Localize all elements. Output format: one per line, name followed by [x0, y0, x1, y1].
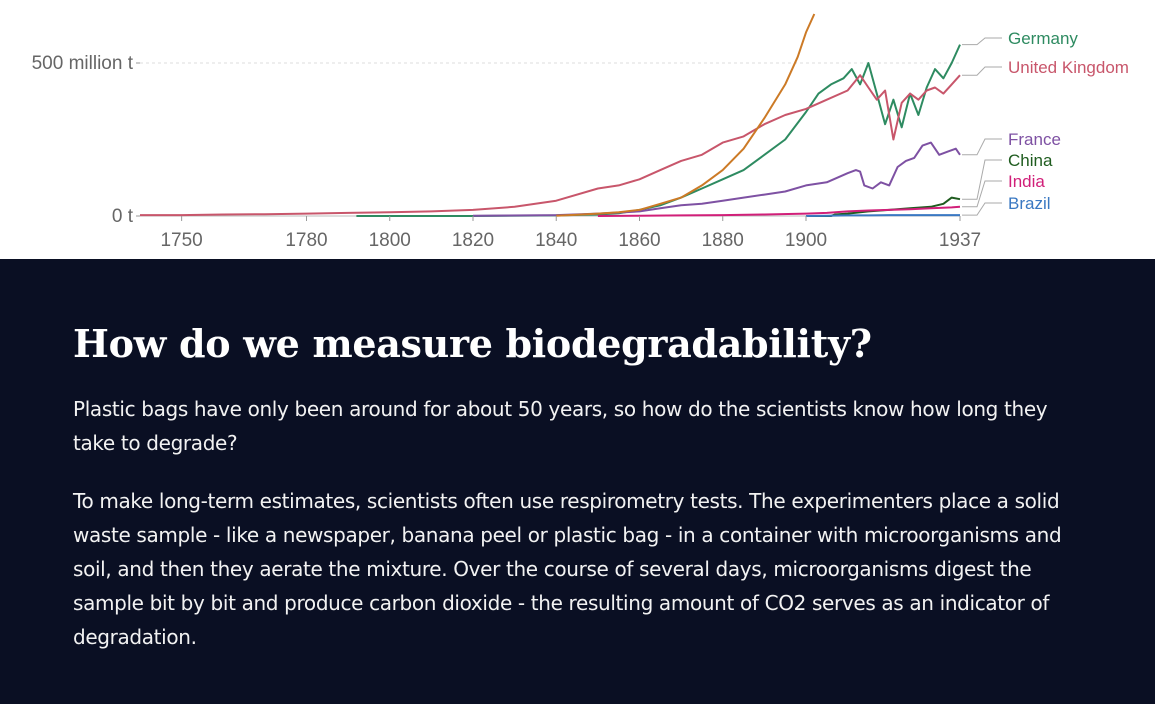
legend-leader-line [962, 37, 1002, 46]
y-tick-label: 500 million t [32, 53, 134, 74]
article-heading: How do we measure biodegradability? [73, 321, 872, 366]
legend-label: Germany [1008, 29, 1078, 48]
series-line-germany [356, 44, 961, 217]
x-tick-label: 1840 [535, 230, 577, 251]
legend-label: Brazil [1008, 194, 1051, 213]
x-tick-label: 1800 [369, 230, 411, 251]
legend-label: India [1008, 172, 1045, 191]
legend-label: China [1008, 151, 1053, 170]
chart-axes: 0 t 500 million t 1750 1780 1800 1820 1840 1860… [32, 53, 982, 251]
chart-legend: Germany United Kingdom France China India Bra… [962, 29, 1129, 216]
legend-leader-line [962, 180, 1002, 208]
x-tick-label: 1750 [160, 230, 202, 251]
series-line-unlabeled [556, 13, 816, 217]
chart-svg: 0 t 500 million t 1750 1780 1800 1820 1840 1860… [32, 13, 1129, 251]
article-section: How do we measure biodegradability? Plas… [0, 259, 1155, 704]
x-tick-label: 1780 [285, 230, 327, 251]
line-chart: 0 t 500 million t 1750 1780 1800 1820 1840 1860… [0, 0, 1155, 259]
series-line-india [597, 205, 961, 217]
series-line-brazil [805, 214, 960, 217]
legend-leader-line [962, 159, 1002, 200]
series-line-united-kingdom [140, 74, 961, 217]
x-tick-label: 1820 [452, 230, 494, 251]
series-line-france [472, 141, 961, 217]
legend-leader-line [962, 66, 1002, 76]
legend-label: United Kingdom [1008, 58, 1129, 77]
legend-label: France [1008, 130, 1061, 149]
article-paragraph: Plastic bags have only been around for a… [73, 397, 1048, 455]
article-paragraph: To make long-term estimates, scientists … [73, 489, 1062, 649]
chart-grid [140, 62, 960, 217]
x-tick-label: 1937 [939, 230, 981, 251]
legend-leader-line [962, 202, 1002, 216]
x-tick-label: 1860 [618, 230, 660, 251]
x-tick-label: 1880 [702, 230, 744, 251]
chart-series [140, 13, 961, 217]
y-tick-label: 0 t [112, 206, 134, 227]
legend-leader-line [962, 138, 1002, 156]
x-tick-label: 1900 [785, 230, 827, 251]
